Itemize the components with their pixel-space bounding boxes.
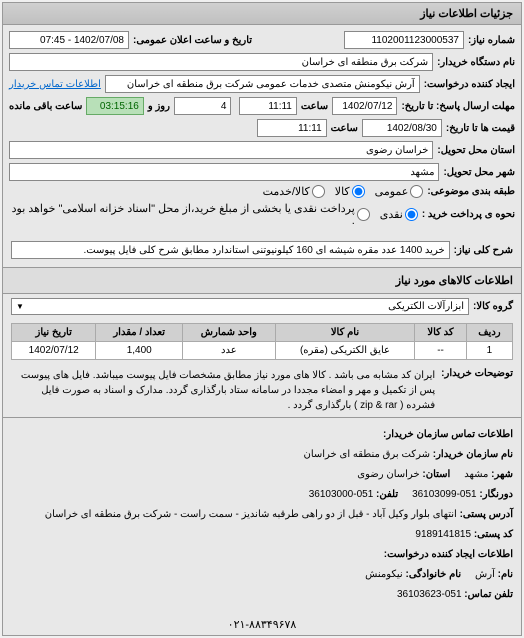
buyer-notes-label: توضیحات خریدار: [441,368,513,413]
buyer-notes-row: توضیحات خریدار: ایران کد مشابه می باشد .… [3,364,521,417]
days-field: 4 [174,97,231,115]
radio-service-input[interactable] [312,185,325,198]
lastname-label: نام خانوادگی: [405,569,461,580]
table-row: 1 -- عایق الکتریکی (مقره) عدد 1,400 1402… [12,342,513,360]
buyer-label: نام دستگاه خریدار: [437,57,515,68]
td-row: 1 [466,342,512,360]
contact-city-value: مشهد [464,469,488,480]
contact-phone-value: 051-36103623 [397,589,462,600]
contact-city-label: شهر: [491,469,513,480]
th-qty: تعداد / مقدار [96,324,183,342]
td-name: عایق الکتریکی (مقره) [275,342,415,360]
radio-cash-input[interactable] [405,208,418,221]
details-panel: جزئیات اطلاعات نیاز شماره نیاز: 11020011… [2,2,522,636]
remaining-time-field: 03:15:16 [86,97,143,115]
radio-general-input[interactable] [410,185,423,198]
chevron-down-icon: ▼ [16,302,24,311]
address-value: انتهای بلوار وکیل آباد - قبل از دو راهی … [45,509,457,520]
contact-section: اطلاعات تماس سازمان خریدار: نام سازمان خ… [3,417,521,614]
payment-label: نحوه ی پرداخت خرید : [422,209,515,220]
radio-cash-label: نقدی [380,208,403,221]
radio-general[interactable]: عمومی [375,185,424,198]
td-unit: عدد [183,342,276,360]
lastname-value: نیکومنش [365,569,403,580]
radio-partial-label: پرداخت نقدی یا بخشی از مبلغ خرید،از محل … [9,202,355,227]
remaining-label: ساعت باقی مانده [9,101,82,112]
goods-table: ردیف کد کالا نام کالا واحد شمارش تعداد /… [11,323,513,360]
days-label: روز و [148,101,170,112]
category-radio-group: عمومی کالا کالا/خدمت [263,185,424,198]
td-date: 1402/07/12 [12,342,96,360]
td-code: -- [415,342,467,360]
radio-service-label: کالا/خدمت [263,185,310,198]
group-label: گروه کالا: [473,301,513,312]
group-select[interactable]: ابزارآلات الکتریکی ▼ [11,298,469,315]
radio-service[interactable]: کالا/خدمت [263,185,325,198]
radio-goods-input[interactable] [352,185,365,198]
deadline-label: مهلت ارسال پاسخ: تا تاریخ: [401,101,515,112]
radio-partial[interactable]: پرداخت نقدی یا بخشی از مبلغ خرید،از محل … [9,202,370,227]
postal-label: کد پستی: [474,529,513,540]
datetime-label: تاریخ و ساعت اعلان عمومی: [133,35,252,46]
radio-goods[interactable]: کالا [335,185,365,198]
general-desc-field: خرید 1400 عدد مقره شیشه ای 160 کیلونیوتن… [11,241,450,259]
fax-label: دورنگار: [479,489,513,500]
footer-phone: ۰۲۱-۸۸۳۴۹۶۷۸ [3,614,521,635]
price-time-field: 11:11 [257,119,327,137]
th-row: ردیف [466,324,512,342]
phone-label: تلفن: [376,489,398,500]
company-value: شرکت برق منطقه ای خراسان [303,449,430,460]
category-label: طبقه بندی موضوعی: [427,186,515,197]
th-name: نام کالا [275,324,415,342]
price-date-field: 1402/08/30 [362,119,442,137]
th-date: تاریخ نیاز [12,324,96,342]
price-until-label: قیمت ها تا تاریخ: [446,123,515,134]
group-select-value: ابزارآلات الکتریکی [388,301,464,312]
general-desc-label: شرح کلی نیاز: [454,245,513,256]
buyer-notes-text: ایران کد مشابه می باشد . کالا های مورد ن… [11,368,435,413]
time-label-1: ساعت [301,101,328,112]
city-field: مشهد [9,163,439,181]
city-label: شهر محل تحویل: [443,167,515,178]
province-field: خراسان رضوی [9,141,433,159]
radio-partial-input[interactable] [357,208,370,221]
deadline-date-field: 1402/07/12 [332,97,397,115]
contact-link[interactable]: اطلاعات تماس خریدار [9,79,101,90]
company-label: نام سازمان خریدار: [433,449,513,460]
th-code: کد کالا [415,324,467,342]
req-number-label: شماره نیاز: [468,35,515,46]
datetime-field: 1402/07/08 - 07:45 [9,31,129,49]
req-number-field: 1102001123000537 [344,31,464,49]
td-qty: 1,400 [96,342,183,360]
table-header-row: ردیف کد کالا نام کالا واحد شمارش تعداد /… [12,324,513,342]
radio-goods-label: کالا [335,185,350,198]
form-area: شماره نیاز: 1102001123000537 تاریخ و ساع… [3,25,521,237]
contact-phone-label: تلفن تماس: [464,589,513,600]
phone-value: 051-36103000 [309,489,374,500]
creator-section-label: اطلاعات ایجاد کننده درخواست: [384,549,513,560]
time-label-2: ساعت [331,123,358,134]
requester-label: ایجاد کننده درخواست: [424,79,515,90]
name-value: آرش [475,569,495,580]
contact-section-title: اطلاعات تماس سازمان خریدار: [383,429,513,440]
province-label: استان محل تحویل: [437,145,515,156]
requester-field: آرش نیکومنش متصدی خدمات عمومی شرکت برق م… [105,75,420,93]
th-unit: واحد شمارش [183,324,276,342]
radio-general-label: عمومی [375,185,409,198]
name-label: نام: [498,569,513,580]
address-label: آدرس پستی: [460,509,513,520]
panel-header: جزئیات اطلاعات نیاز [3,3,521,25]
postal-value: 9189141815 [415,529,471,540]
contact-province-value: خراسان رضوی [357,469,419,480]
contact-province-label: استان: [422,469,450,480]
buyer-field: شرکت برق منطقه ای خراسان [9,53,433,71]
fax-value: 051-36103099 [412,489,477,500]
payment-radio-group: نقدی پرداخت نقدی یا بخشی از مبلغ خرید،از… [9,202,418,227]
deadline-time-field: 11:11 [239,97,296,115]
radio-cash[interactable]: نقدی [380,208,418,221]
goods-section-title: اطلاعات کالاهای مورد نیاز [3,267,521,294]
